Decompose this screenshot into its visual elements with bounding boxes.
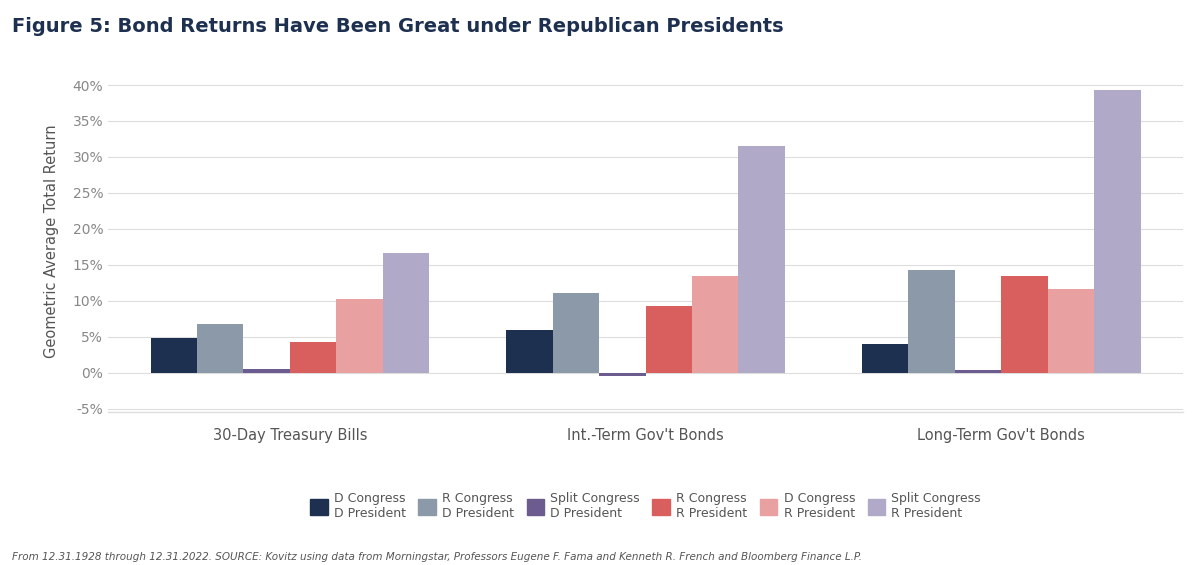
Bar <box>646 306 692 373</box>
Bar <box>506 330 552 373</box>
Bar <box>150 338 197 373</box>
Bar <box>383 254 429 373</box>
Bar <box>955 370 1002 373</box>
Text: From 12.31.1928 through 12.31.2022. SOURCE: Kovitz using data from Morningstar, : From 12.31.1928 through 12.31.2022. SOUR… <box>12 552 862 562</box>
Bar <box>739 146 785 373</box>
Legend: D Congress
D President, R Congress
D President, Split Congress
D President, R Co: D Congress D President, R Congress D Pre… <box>305 487 986 525</box>
Text: Figure 5: Bond Returns Have Been Great under Republican Presidents: Figure 5: Bond Returns Have Been Great u… <box>12 17 783 36</box>
Bar <box>862 344 908 373</box>
Bar <box>1094 90 1141 373</box>
Bar <box>1047 289 1094 373</box>
Bar <box>599 373 646 376</box>
Bar <box>244 368 289 373</box>
Bar <box>552 293 599 373</box>
Bar <box>908 270 955 373</box>
Bar <box>1002 276 1047 373</box>
Bar <box>289 342 336 373</box>
Bar <box>197 324 244 373</box>
Bar <box>692 276 739 373</box>
Bar <box>336 299 383 373</box>
Y-axis label: Geometric Average Total Return: Geometric Average Total Return <box>43 125 59 358</box>
